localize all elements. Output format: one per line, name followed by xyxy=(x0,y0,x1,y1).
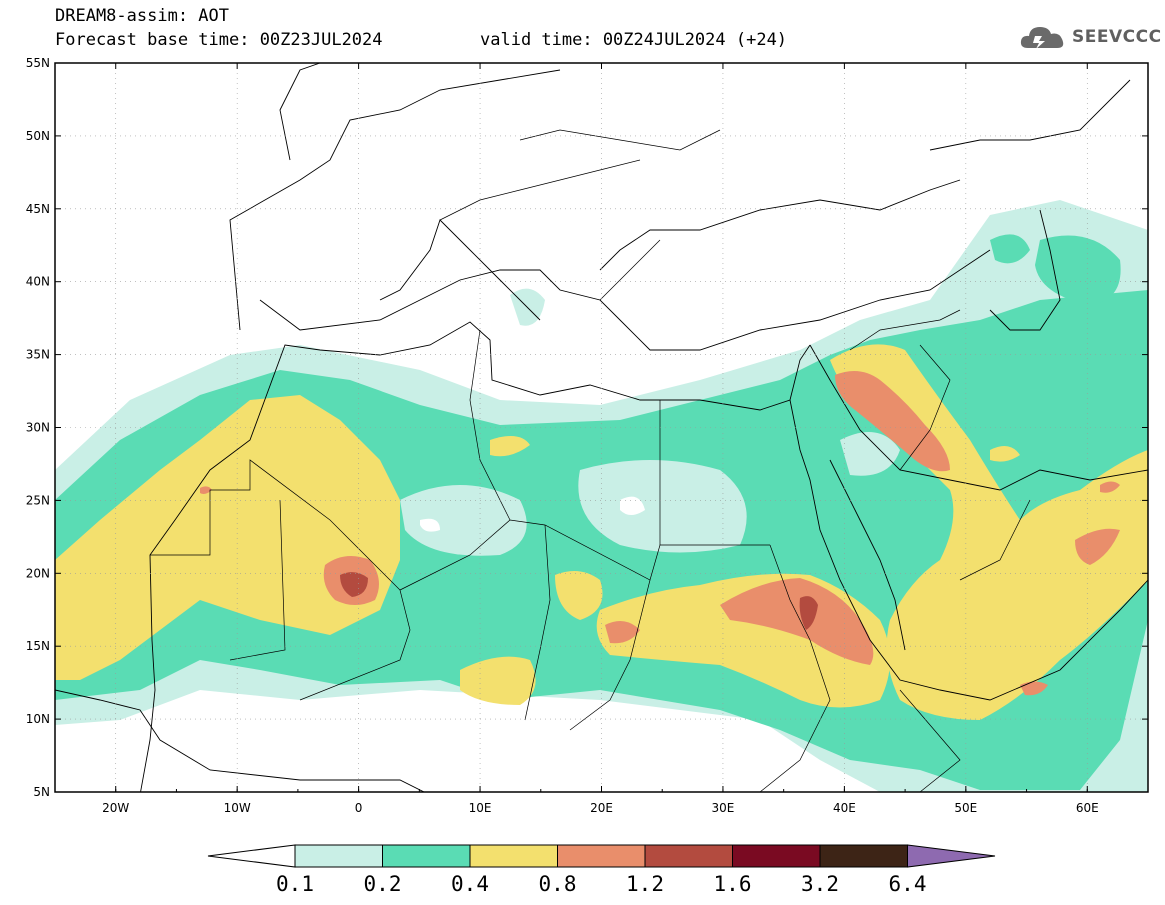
lat-label: 50N xyxy=(26,129,50,143)
latitude-labels: 55N 50N 45N 40N 35N 30N 25N 20N 15N 10N 5N xyxy=(26,56,50,799)
colorbar-label: 0.8 xyxy=(539,872,577,896)
map-title: DREAM8-assim: AOT xyxy=(55,6,229,26)
colorbar-arrow-high xyxy=(907,844,996,868)
colorbar: 0.1 0.2 0.4 0.8 1.2 1.6 3.2 6.4 xyxy=(207,844,996,896)
colorbar-swatch xyxy=(382,844,471,868)
colorbar-swatch xyxy=(819,844,908,868)
colorbar-label: 3.2 xyxy=(801,872,839,896)
lat-label: 30N xyxy=(26,421,50,435)
lat-label: 25N xyxy=(26,493,50,507)
lat-label: 5N xyxy=(33,785,50,799)
lon-label: 30E xyxy=(712,801,735,815)
colorbar-swatch xyxy=(732,844,821,868)
lat-label: 15N xyxy=(26,639,50,653)
colorbar-label: 6.4 xyxy=(889,872,927,896)
colorbar-label: 1.2 xyxy=(626,872,664,896)
colorbar-swatch xyxy=(294,844,383,868)
lon-label: 10E xyxy=(469,801,492,815)
lon-label: 40E xyxy=(833,801,856,815)
graticule xyxy=(55,63,1148,792)
lat-label: 55N xyxy=(26,56,50,70)
lon-label: 20W xyxy=(102,801,129,815)
longitude-labels: 20W 10W 0 10E 20E 30E 40E 50E 60E xyxy=(102,801,1099,815)
seevccc-logo: SEEVCCC xyxy=(1018,22,1162,52)
lon-label: 0 xyxy=(355,801,363,815)
lat-label: 10N xyxy=(26,712,50,726)
colorbar-label: 0.2 xyxy=(364,872,402,896)
coastlines xyxy=(55,63,1148,792)
lat-label: 40N xyxy=(26,275,50,289)
map-panel: 55N 50N 45N 40N 35N 30N 25N 20N 15N 10N 5N 20W 10W 0… xyxy=(26,56,1149,815)
borders xyxy=(150,129,1031,792)
colorbar-label: 0.4 xyxy=(451,872,489,896)
colorbar-label: 1.6 xyxy=(714,872,752,896)
colorbar-arrow-low xyxy=(207,844,296,868)
aot-field xyxy=(55,63,1148,792)
lat-label: 20N xyxy=(26,566,50,580)
lat-label: 35N xyxy=(26,348,50,362)
forecast-base-time: Forecast base time: 00Z23JUL2024 xyxy=(55,30,383,50)
cloud-icon xyxy=(1020,27,1064,49)
lon-label: 60E xyxy=(1076,801,1099,815)
lon-label: 10W xyxy=(224,801,251,815)
axis-ticks xyxy=(54,62,1149,793)
colorbar-swatch xyxy=(469,844,558,868)
lat-label: 45N xyxy=(26,202,50,216)
colorbar-swatch xyxy=(644,844,733,868)
lon-label: 50E xyxy=(954,801,977,815)
colorbar-swatch xyxy=(557,844,646,868)
lon-label: 20E xyxy=(590,801,613,815)
logo-text: SEEVCCC xyxy=(1072,27,1162,47)
colorbar-label: 0.1 xyxy=(276,872,314,896)
valid-time: valid time: 00Z24JUL2024 (+24) xyxy=(480,30,788,50)
